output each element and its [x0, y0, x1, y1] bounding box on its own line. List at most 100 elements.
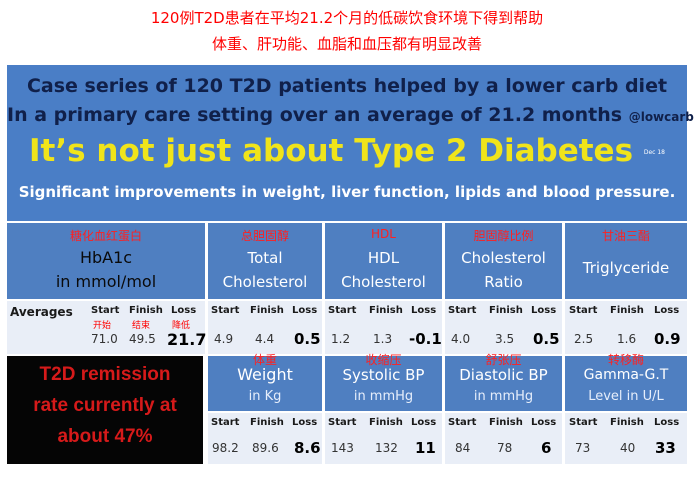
header-total-cholesterol-title1: Total [247, 249, 283, 267]
col-loss: Loss [292, 417, 318, 428]
header-weight-cn: 体重 [252, 353, 277, 367]
summary-line: Significant improvements in weight, live… [18, 183, 676, 201]
col-finish-cn: 结束 [132, 321, 151, 331]
header-hdl-cn: HDL [371, 227, 396, 241]
value-loss: 0.9 [654, 330, 681, 348]
header-triglyceride-cn: 甘油三酯 [601, 229, 650, 243]
col-start: Start [328, 305, 357, 316]
banner-line-1: Case series of 120 T2D patients helped b… [26, 75, 668, 97]
header-triglyceride: 甘油三酯 Triglyceride [565, 223, 687, 299]
value-start: 2.5 [574, 332, 594, 346]
col-loss: Loss [292, 305, 318, 316]
col-start: Start [328, 417, 357, 428]
value-start: 73 [575, 441, 591, 455]
header-total-cholesterol-cn: 总胆固醇 [240, 229, 289, 243]
header-cholesterol-ratio: 胆固醇比例 Cholesterol Ratio [445, 223, 562, 299]
col-finish: Finish [129, 305, 163, 316]
twitter-handle: @lowcarbGP [628, 110, 694, 124]
value-loss: 8.6 [294, 439, 321, 457]
remission-panel: T2D remission rate currently at about 47… [7, 356, 203, 464]
banner-line-2: In a primary care setting over an averag… [7, 104, 694, 126]
col-finish: Finish [250, 305, 284, 316]
value-finish: 1.6 [617, 332, 637, 346]
header-gamma-gt-unit: Level in U/L [588, 389, 664, 404]
remission-line-1: T2D remission [39, 364, 171, 385]
subtable-diastolic-bp: Start Finish Loss 84 78 6 [445, 413, 562, 464]
header-weight-unit: in Kg [248, 389, 282, 404]
header-triglyceride-title1: Triglyceride [582, 259, 670, 277]
col-loss: Loss [654, 417, 680, 428]
header-diastolic-bp-title: Diastolic BP [459, 366, 548, 384]
header-total-cholesterol-title2: Cholesterol [222, 273, 308, 291]
header-hba1c-cn: 糖化血红蛋白 [69, 229, 142, 243]
header-weight: 体重 Weight in Kg [208, 353, 322, 411]
col-loss-cn: 降低 [172, 321, 191, 331]
value-start: 143 [331, 441, 354, 455]
header-weight-title: Weight [237, 365, 293, 384]
subtable-cholesterol-ratio: Start Finish Loss 4.0 3.5 0.5 [445, 301, 562, 354]
col-loss: Loss [531, 305, 557, 316]
col-start: Start [569, 417, 598, 428]
col-start: Start [448, 305, 477, 316]
value-finish: 40 [620, 441, 636, 455]
value-finish: 4.4 [255, 332, 275, 346]
value-finish: 78 [497, 441, 513, 455]
value-finish: 3.5 [495, 332, 515, 346]
value-finish: 1.3 [373, 332, 393, 346]
header-hba1c-title: HbA1c [79, 248, 133, 267]
header-cholesterol-ratio-title1: Cholesterol [461, 249, 546, 267]
col-loss: Loss [411, 417, 437, 428]
col-finish: Finish [610, 305, 644, 316]
value-finish: 132 [375, 441, 398, 455]
col-finish: Finish [610, 417, 644, 428]
col-loss: Loss [171, 305, 197, 316]
header-gamma-gt: 转移酶 Gamma-G.T Level in U/L [565, 353, 687, 411]
value-start: 84 [455, 441, 471, 455]
value-loss: 6 [541, 439, 552, 457]
col-start-cn: 开始 [93, 321, 112, 331]
value-loss: 0.5 [294, 330, 321, 348]
subtable-systolic-bp: Start Finish Loss 143 132 11 [325, 413, 442, 464]
value-start: 1.2 [331, 332, 351, 346]
header-diastolic-bp-cn: 舒张压 [485, 353, 522, 367]
col-start: Start [211, 305, 240, 316]
value-loss: 21.7 [167, 330, 207, 349]
chinese-title-line-2: 体重、肝功能、血脂和血压都有明显改善 [211, 35, 482, 53]
subtable-gamma-gt: Start Finish Loss 73 40 33 [565, 413, 687, 464]
header-gamma-gt-cn: 转移酶 [607, 353, 644, 367]
value-loss: 33 [655, 439, 676, 457]
col-loss: Loss [531, 417, 557, 428]
header-diastolic-bp: 舒张压 Diastolic BP in mmHg [445, 353, 562, 411]
header-systolic-bp: 收缩压 Systolic BP in mmHg [325, 353, 442, 411]
header-hba1c: 糖化血红蛋白 HbA1c in mmol/mol [7, 223, 205, 299]
col-finish: Finish [489, 417, 523, 428]
subtable-hba1c: Averages Start Finish Loss 开始 结束 降低 71.0… [7, 301, 207, 354]
header-hdl-title2: Cholesterol [341, 273, 426, 291]
col-finish: Finish [369, 417, 403, 428]
banner-line-2-text: In a primary care setting over an averag… [7, 104, 623, 126]
header-systolic-bp-title: Systolic BP [342, 366, 425, 384]
col-start: Start [211, 417, 240, 428]
col-finish: Finish [250, 417, 284, 428]
header-diastolic-bp-unit: in mmHg [473, 389, 534, 404]
headline: It’s not just about Type 2 Diabetes Dec … [7, 133, 687, 169]
col-start: Start [448, 417, 477, 428]
col-finish: Finish [489, 305, 523, 316]
header-systolic-bp-cn: 收缩压 [365, 353, 402, 367]
remission-line-2: rate currently at [33, 395, 177, 416]
value-start: 71.0 [91, 332, 118, 346]
col-finish: Finish [369, 305, 403, 316]
subtable-hdl: Start Finish Loss 1.2 1.3 -0.1 [325, 301, 442, 354]
value-finish: 89.6 [252, 441, 279, 455]
col-loss: Loss [654, 305, 680, 316]
value-loss: -0.1 [409, 330, 442, 348]
header-cholesterol-ratio-cn: 胆固醇比例 [473, 229, 534, 243]
chinese-title-line-1: 120例T2D患者在平均21.2个月的低碳饮食环境下得到帮助 [150, 9, 544, 27]
value-start: 98.2 [212, 441, 239, 455]
remission-line-3: about 47% [57, 426, 153, 447]
header-hdl: HDL HDL Cholesterol [325, 223, 442, 299]
col-start: Start [569, 305, 598, 316]
header-hba1c-unit: in mmol/mol [55, 272, 157, 291]
date-label: Dec 18 [643, 149, 665, 156]
value-start: 4.9 [214, 332, 234, 346]
